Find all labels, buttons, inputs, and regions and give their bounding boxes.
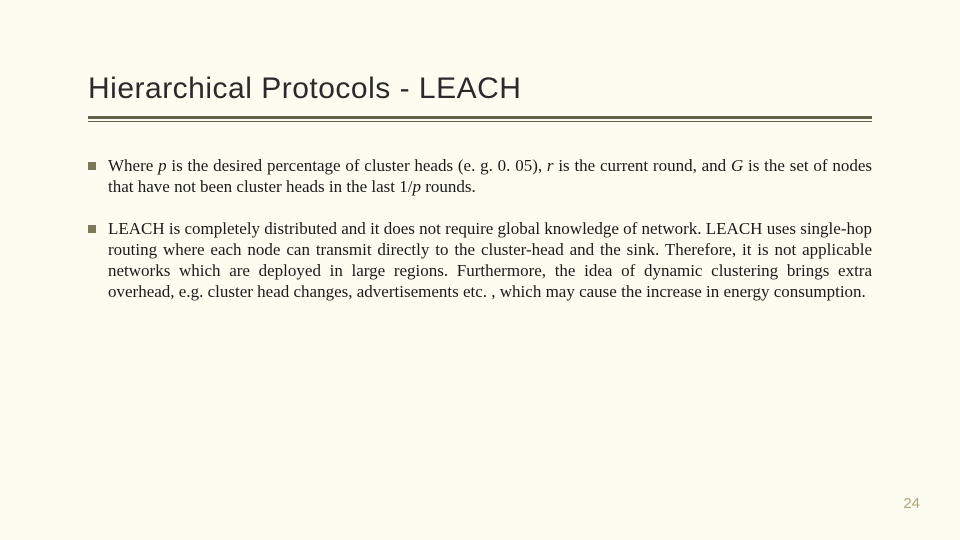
bullet-item: LEACH is completely distributed and it d… [88,219,872,302]
bullet-text: Where p is the desired percentage of clu… [108,156,872,197]
underline-thin [88,121,872,122]
bullet-text: LEACH is completely distributed and it d… [108,219,872,302]
slide-title: Hierarchical Protocols - LEACH [88,72,872,106]
title-underline [88,116,872,122]
bullet-marker-icon [88,162,96,170]
content-area: Where p is the desired percentage of clu… [88,156,872,302]
page-number: 24 [903,495,920,512]
bullet-marker-icon [88,225,96,233]
bullet-item: Where p is the desired percentage of clu… [88,156,872,197]
slide: Hierarchical Protocols - LEACH Where p i… [0,0,960,540]
